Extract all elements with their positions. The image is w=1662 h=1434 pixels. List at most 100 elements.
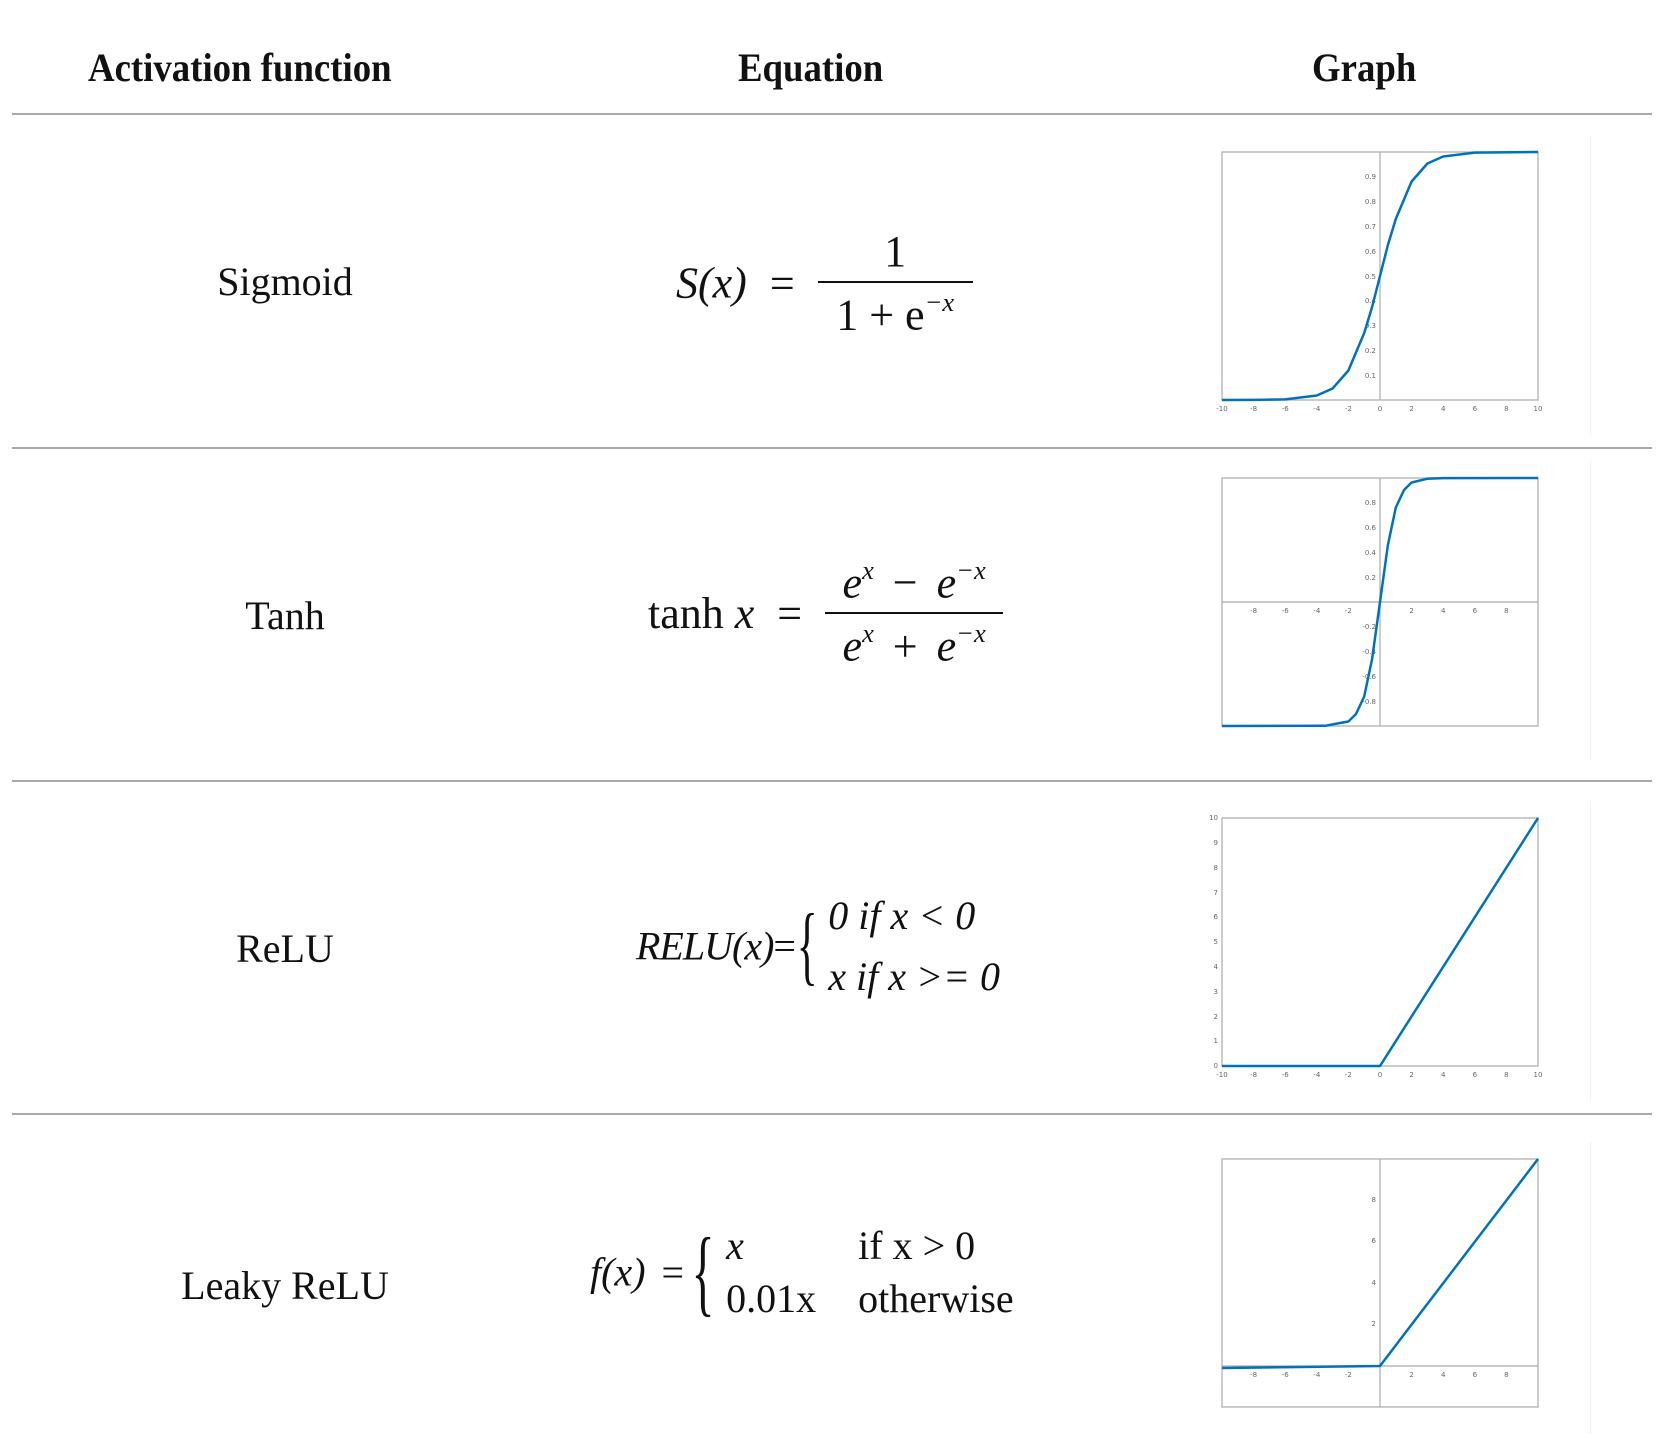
case-2-condition: otherwise (858, 1276, 1014, 1321)
den-term-a: e (842, 621, 863, 671)
svg-text:0.3: 0.3 (1365, 322, 1376, 330)
num-exp-a: x (862, 555, 874, 585)
svg-text:0.8: 0.8 (1365, 499, 1376, 507)
case-2-value: 0.01x (726, 1276, 817, 1321)
svg-text:5: 5 (1214, 938, 1218, 946)
header-divider (12, 113, 1652, 115)
svg-text:8: 8 (1372, 1196, 1376, 1204)
den-term-b: e (936, 621, 957, 671)
svg-text:4: 4 (1441, 607, 1446, 615)
eq-denominator: ex + e−x (843, 618, 986, 671)
svg-text:8: 8 (1214, 864, 1218, 872)
eq-lhs: S(x) (676, 258, 747, 308)
eq-cases: x if x > 0 0.01x otherwise (726, 1222, 1014, 1322)
eq-equals: = (777, 588, 803, 638)
svg-text:-6: -6 (1282, 1071, 1290, 1079)
svg-text:-8: -8 (1250, 1071, 1257, 1079)
equation-leaky-relu: f(x) ={ x if x > 0 0.01x otherwise (590, 1222, 1014, 1322)
den-operator: + (892, 621, 918, 671)
svg-text:6: 6 (1473, 1071, 1478, 1079)
num-operator: − (892, 558, 918, 608)
case-1: 0 if x < 0 (828, 893, 976, 938)
svg-text:-6: -6 (1282, 607, 1290, 615)
den-exp-a: x (862, 618, 874, 649)
graph-leaky-relu: -8 -6 -4 -2 2 4 6 8 8 6 4 2 (1180, 1142, 1591, 1434)
equation-relu: RELU(x)={ 0 if x < 0 x if x >= 0 (636, 892, 1000, 1000)
svg-text:-8: -8 (1250, 1371, 1257, 1379)
num-term-a: e (842, 558, 863, 608)
svg-text:8: 8 (1504, 1071, 1508, 1079)
equation-sigmoid: S(x) = 1 1 + e−x (676, 226, 973, 340)
svg-text:0: 0 (1378, 405, 1382, 413)
svg-text:0.6: 0.6 (1365, 524, 1377, 532)
svg-text:-4: -4 (1313, 1371, 1321, 1379)
header-equation: Equation (738, 45, 884, 90)
eq-numerator: ex − e−x (839, 555, 990, 608)
case-1-condition: if x > 0 (858, 1223, 976, 1268)
eq-equals: = (769, 258, 795, 308)
eq-lhs: f(x) (590, 1249, 646, 1295)
fraction-bar (817, 281, 973, 283)
svg-text:8: 8 (1504, 607, 1508, 615)
svg-text:0: 0 (1214, 1062, 1218, 1070)
svg-text:-0.8: -0.8 (1362, 698, 1376, 706)
eq-equals: = (773, 923, 796, 969)
svg-text:0.4: 0.4 (1365, 549, 1377, 557)
denominator-base: 1 + e (836, 290, 925, 340)
den-exp-b: −x (956, 618, 986, 649)
eq-cases: 0 if x < 0 x if x >= 0 (828, 892, 1000, 1000)
row-name-relu: ReLU (236, 926, 334, 971)
svg-text:6: 6 (1473, 607, 1478, 615)
leaky-relu-chart: -8 -6 -4 -2 2 4 6 8 8 6 4 2 (1221, 1158, 1539, 1408)
svg-text:-0.4: -0.4 (1362, 648, 1376, 656)
header-activation-function: Activation function (88, 45, 392, 90)
svg-text:0.8: 0.8 (1365, 198, 1376, 206)
eq-lhs: RELU(x) (636, 923, 774, 969)
eq-numerator: 1 (884, 227, 907, 276)
left-brace-icon: { (796, 897, 818, 994)
svg-text:-2: -2 (1345, 405, 1352, 413)
row-divider-2 (12, 780, 1652, 782)
svg-text:1: 1 (1214, 1037, 1218, 1045)
svg-text:10: 10 (1534, 405, 1543, 413)
svg-text:-2: -2 (1345, 1071, 1352, 1079)
svg-text:9: 9 (1214, 839, 1218, 847)
svg-text:4: 4 (1441, 1071, 1446, 1079)
svg-text:0.7: 0.7 (1365, 223, 1376, 231)
eq-equals: = (661, 1249, 685, 1295)
eq-lhs-var: x (734, 588, 755, 638)
svg-text:6: 6 (1473, 1371, 1478, 1379)
eq-fraction: 1 1 + e−x (817, 226, 973, 340)
svg-text:-0.2: -0.2 (1362, 623, 1376, 631)
graph-sigmoid: -10 -8 -6 -4 -2 0 2 4 6 8 10 0.1 0.2 0.3 0.4 0.5 0.6 0.7… (1180, 135, 1591, 435)
svg-text:0.1: 0.1 (1365, 372, 1376, 380)
svg-text:-2: -2 (1345, 607, 1352, 615)
svg-text:2: 2 (1409, 405, 1413, 413)
eq-lhs-fn: tanh (648, 588, 724, 638)
svg-text:4: 4 (1441, 405, 1446, 413)
svg-text:-4: -4 (1313, 1071, 1321, 1079)
svg-text:0.4: 0.4 (1365, 297, 1377, 305)
row-divider-3 (12, 1113, 1652, 1115)
svg-text:2: 2 (1409, 1371, 1413, 1379)
svg-text:0.2: 0.2 (1365, 574, 1376, 582)
svg-text:0.6: 0.6 (1365, 248, 1377, 256)
svg-text:6: 6 (1473, 405, 1478, 413)
svg-text:8: 8 (1504, 405, 1508, 413)
equation-tanh: tanh x = ex − e−x ex + e−x (648, 555, 1004, 672)
svg-text:0: 0 (1378, 1071, 1382, 1079)
svg-text:2: 2 (1214, 1013, 1218, 1021)
row-name-tanh: Tanh (245, 593, 325, 638)
sigmoid-chart: -10 -8 -6 -4 -2 0 2 4 6 8 10 0.1 0.2 0.3 0.4 0.5 0.6 0.7… (1216, 150, 1543, 413)
graph-relu: -10 -8 -6 -4 -2 0 2 4 6 8 10 0 1 2 3 4 5 6 7 8 9 10 (1180, 801, 1591, 1101)
num-term-b: e (936, 558, 957, 608)
fraction-bar (825, 612, 1004, 615)
svg-text:0.9: 0.9 (1365, 173, 1376, 181)
svg-text:-6: -6 (1282, 1371, 1290, 1379)
graph-tanh: -8 -6 -4 -2 2 4 6 8 0.8 0.6 0.4 0.2 -0.2 -0.4 -0.6 -0.… (1180, 461, 1591, 761)
eq-denominator: 1 + e−x (836, 287, 954, 340)
svg-text:10: 10 (1209, 814, 1218, 822)
svg-text:6: 6 (1214, 913, 1219, 921)
svg-text:6: 6 (1372, 1237, 1377, 1245)
svg-text:2: 2 (1409, 607, 1413, 615)
